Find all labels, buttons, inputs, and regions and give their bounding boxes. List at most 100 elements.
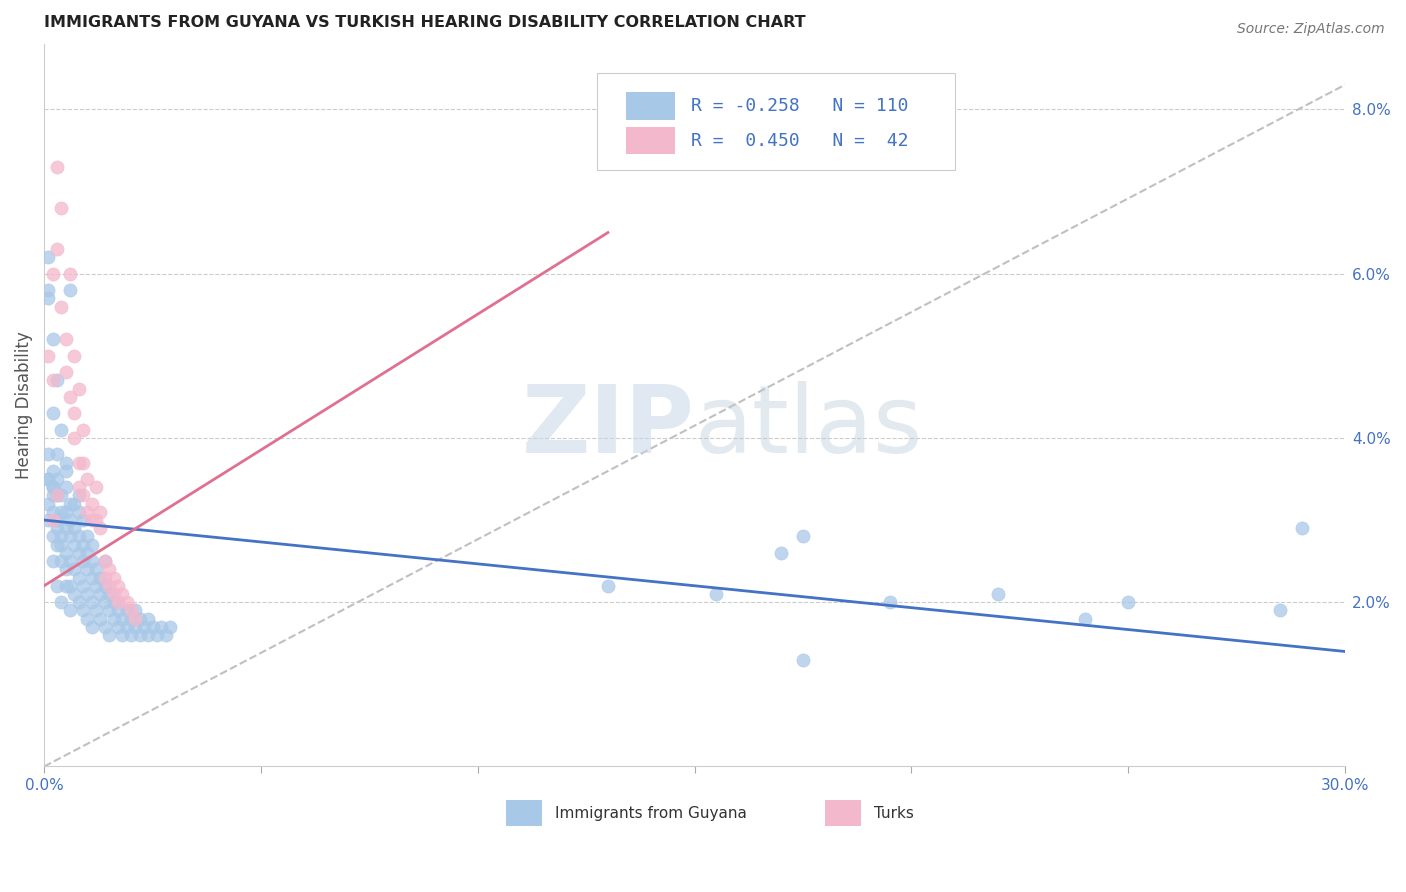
Point — [124, 612, 146, 626]
Point — [42, 464, 65, 478]
Point — [59, 390, 82, 404]
Point — [98, 628, 121, 642]
Point — [46, 488, 69, 502]
Point — [792, 653, 814, 667]
Point — [89, 612, 111, 626]
Point — [46, 513, 69, 527]
Point — [67, 546, 90, 560]
Point — [94, 554, 117, 568]
Point — [63, 538, 86, 552]
Point — [63, 587, 86, 601]
Point — [1291, 521, 1313, 535]
Point — [51, 201, 73, 215]
Point — [37, 283, 59, 297]
Point — [42, 480, 65, 494]
Point — [76, 529, 98, 543]
Point — [51, 505, 73, 519]
Point — [76, 587, 98, 601]
Point — [37, 472, 59, 486]
Point — [103, 587, 125, 601]
Point — [76, 612, 98, 626]
Point — [59, 513, 82, 527]
Point — [103, 570, 125, 584]
Point — [46, 538, 69, 552]
Point — [72, 488, 94, 502]
Point — [159, 620, 181, 634]
Point — [55, 456, 77, 470]
Point — [42, 332, 65, 346]
Point — [67, 480, 90, 494]
Point — [42, 554, 65, 568]
Point — [111, 628, 134, 642]
Point — [51, 300, 73, 314]
Point — [59, 554, 82, 568]
Point — [59, 283, 82, 297]
Point — [80, 497, 103, 511]
Text: Source: ZipAtlas.com: Source: ZipAtlas.com — [1237, 22, 1385, 37]
Point — [98, 562, 121, 576]
Point — [67, 570, 90, 584]
Point — [94, 620, 117, 634]
Point — [84, 513, 107, 527]
Point — [46, 521, 69, 535]
Point — [46, 447, 69, 461]
Point — [72, 456, 94, 470]
Point — [141, 620, 163, 634]
Text: Immigrants from Guyana: Immigrants from Guyana — [555, 806, 748, 821]
Point — [120, 603, 142, 617]
Point — [84, 562, 107, 576]
Point — [107, 579, 129, 593]
Point — [136, 612, 159, 626]
Text: ZIP: ZIP — [522, 381, 695, 473]
Point — [37, 291, 59, 305]
Point — [72, 538, 94, 552]
Point — [76, 505, 98, 519]
Point — [67, 529, 90, 543]
Point — [59, 497, 82, 511]
Point — [72, 603, 94, 617]
Text: IMMIGRANTS FROM GUYANA VS TURKISH HEARING DISABILITY CORRELATION CHART: IMMIGRANTS FROM GUYANA VS TURKISH HEARIN… — [44, 15, 806, 30]
Point — [55, 579, 77, 593]
Bar — [825, 800, 862, 827]
Point — [98, 579, 121, 593]
Point — [879, 595, 901, 609]
Point — [46, 160, 69, 174]
Point — [55, 505, 77, 519]
Point — [37, 513, 59, 527]
Bar — [506, 800, 543, 827]
Bar — [626, 92, 675, 120]
Point — [67, 488, 90, 502]
Point — [72, 554, 94, 568]
Point — [1268, 603, 1291, 617]
Point — [55, 562, 77, 576]
Point — [42, 505, 65, 519]
Point — [46, 373, 69, 387]
Point — [37, 497, 59, 511]
Text: atlas: atlas — [695, 381, 922, 473]
Point — [115, 595, 138, 609]
Point — [80, 513, 103, 527]
Point — [120, 628, 142, 642]
Point — [55, 332, 77, 346]
Point — [89, 505, 111, 519]
Point — [72, 579, 94, 593]
Point — [770, 546, 793, 560]
FancyBboxPatch shape — [598, 72, 955, 170]
Point — [42, 529, 65, 543]
Point — [51, 554, 73, 568]
Point — [46, 579, 69, 593]
Point — [150, 620, 173, 634]
Point — [72, 513, 94, 527]
Point — [124, 620, 146, 634]
Point — [51, 423, 73, 437]
Point — [596, 579, 619, 593]
Point — [67, 382, 90, 396]
Bar — [626, 127, 675, 154]
Point — [107, 603, 129, 617]
Point — [128, 612, 150, 626]
Point — [63, 431, 86, 445]
Point — [55, 365, 77, 379]
Point — [136, 628, 159, 642]
Point — [80, 538, 103, 552]
Point — [59, 603, 82, 617]
